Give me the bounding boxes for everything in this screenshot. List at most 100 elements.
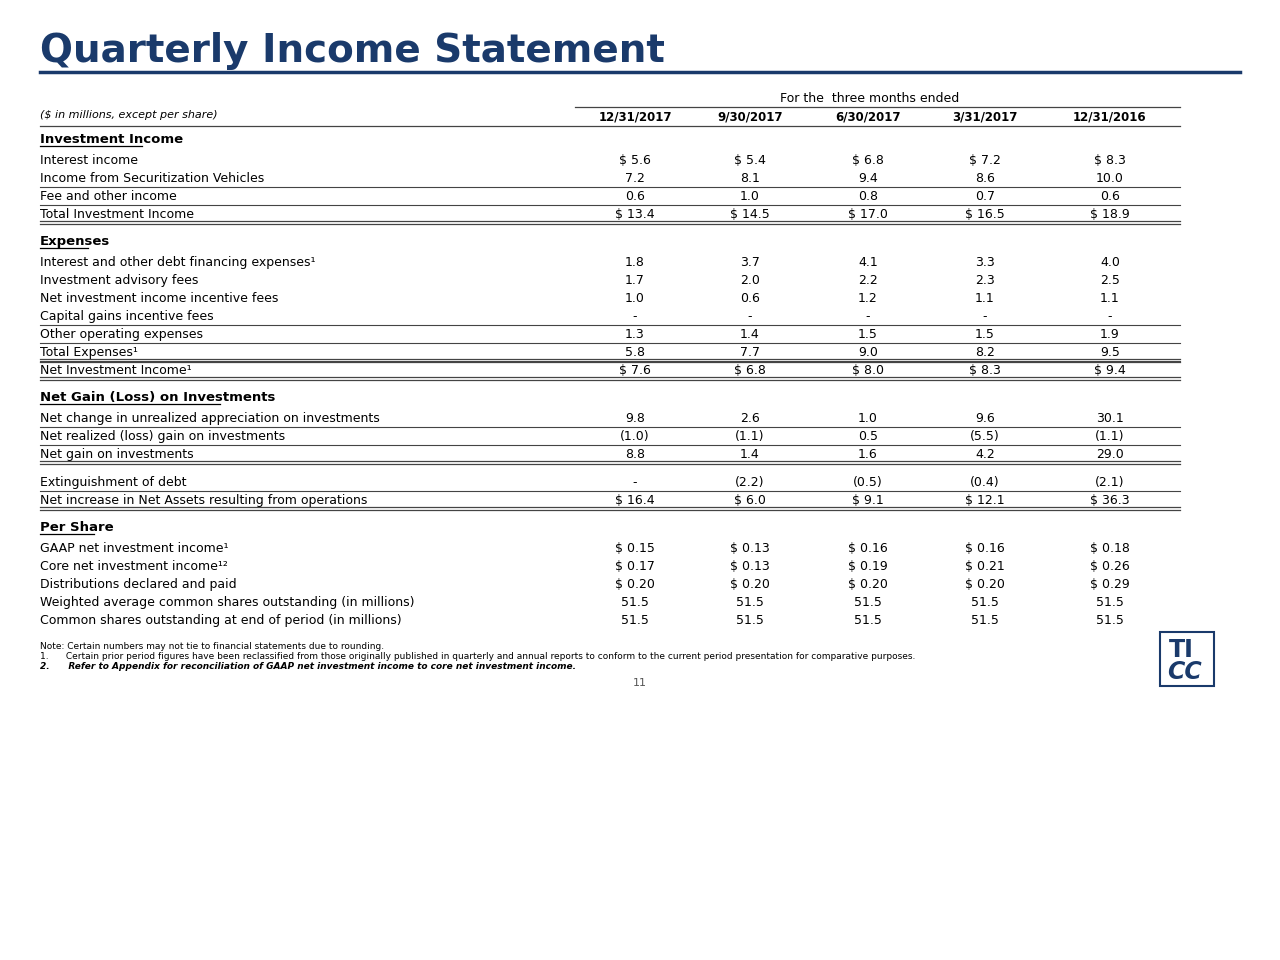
Text: 30.1: 30.1 (1096, 412, 1124, 425)
Text: TI: TI (1169, 638, 1194, 662)
Text: $ 36.3: $ 36.3 (1091, 494, 1130, 507)
Text: $ 0.21: $ 0.21 (965, 560, 1005, 573)
Text: Net change in unrealized appreciation on investments: Net change in unrealized appreciation on… (40, 412, 380, 425)
Text: 2.5: 2.5 (1100, 274, 1120, 287)
Text: $ 0.16: $ 0.16 (849, 542, 888, 555)
Text: $ 7.6: $ 7.6 (620, 364, 652, 377)
Text: Per Share: Per Share (40, 521, 114, 534)
Text: $ 0.18: $ 0.18 (1091, 542, 1130, 555)
Text: $ 6.8: $ 6.8 (852, 154, 884, 167)
Text: 8.6: 8.6 (975, 172, 995, 185)
Text: -: - (632, 476, 637, 489)
Text: (1.0): (1.0) (621, 430, 650, 443)
Text: $ 7.2: $ 7.2 (969, 154, 1001, 167)
Text: $ 0.19: $ 0.19 (849, 560, 888, 573)
Text: 1.4: 1.4 (740, 448, 760, 461)
Text: Extinguishment of debt: Extinguishment of debt (40, 476, 187, 489)
Text: 1.5: 1.5 (975, 328, 995, 341)
Text: Total Investment Income: Total Investment Income (40, 208, 195, 221)
Text: 7.7: 7.7 (740, 346, 760, 359)
Text: -: - (865, 310, 870, 323)
Text: Weighted average common shares outstanding (in millions): Weighted average common shares outstandi… (40, 596, 415, 609)
Text: $ 13.4: $ 13.4 (616, 208, 655, 221)
Text: 51.5: 51.5 (854, 614, 882, 627)
Text: (2.1): (2.1) (1096, 476, 1125, 489)
Text: 2.3: 2.3 (975, 274, 995, 287)
Text: (5.5): (5.5) (970, 430, 1000, 443)
Text: 0.5: 0.5 (858, 430, 878, 443)
Text: Net Investment Income¹: Net Investment Income¹ (40, 364, 192, 377)
Text: 4.0: 4.0 (1100, 256, 1120, 269)
Text: 51.5: 51.5 (621, 596, 649, 609)
Text: $ 8.3: $ 8.3 (1094, 154, 1126, 167)
Text: -: - (632, 310, 637, 323)
Text: 51.5: 51.5 (1096, 596, 1124, 609)
Text: Net realized (loss) gain on investments: Net realized (loss) gain on investments (40, 430, 285, 443)
Text: 3/31/2017: 3/31/2017 (952, 110, 1018, 123)
Text: 1.1: 1.1 (1100, 292, 1120, 305)
Text: ($ in millions, except per share): ($ in millions, except per share) (40, 110, 218, 120)
Text: Net Gain (Loss) on Investments: Net Gain (Loss) on Investments (40, 391, 275, 404)
Text: 8.1: 8.1 (740, 172, 760, 185)
Text: Interest income: Interest income (40, 154, 138, 167)
Text: 1.7: 1.7 (625, 274, 645, 287)
Text: 51.5: 51.5 (736, 614, 764, 627)
Text: 51.5: 51.5 (736, 596, 764, 609)
Text: 3.3: 3.3 (975, 256, 995, 269)
Text: 0.6: 0.6 (625, 190, 645, 203)
Text: $ 9.1: $ 9.1 (852, 494, 884, 507)
Text: (2.2): (2.2) (735, 476, 764, 489)
Text: $ 8.0: $ 8.0 (852, 364, 884, 377)
Text: 9.8: 9.8 (625, 412, 645, 425)
Text: $ 0.29: $ 0.29 (1091, 578, 1130, 591)
Text: 2.6: 2.6 (740, 412, 760, 425)
Text: For the  three months ended: For the three months ended (780, 92, 959, 105)
Text: 2.      Refer to Appendix for reconciliation of GAAP net investment income to co: 2. Refer to Appendix for reconciliation … (40, 662, 576, 671)
Text: Net investment income incentive fees: Net investment income incentive fees (40, 292, 278, 305)
Text: $ 0.13: $ 0.13 (730, 560, 769, 573)
Text: Net gain on investments: Net gain on investments (40, 448, 193, 461)
Text: CC: CC (1167, 660, 1202, 684)
Text: Capital gains incentive fees: Capital gains incentive fees (40, 310, 214, 323)
Text: $ 0.16: $ 0.16 (965, 542, 1005, 555)
Text: 1.9: 1.9 (1100, 328, 1120, 341)
Text: 12/31/2016: 12/31/2016 (1073, 110, 1147, 123)
Text: 1.0: 1.0 (740, 190, 760, 203)
Text: 9.6: 9.6 (975, 412, 995, 425)
Text: Investment advisory fees: Investment advisory fees (40, 274, 198, 287)
Text: GAAP net investment income¹: GAAP net investment income¹ (40, 542, 229, 555)
Text: Common shares outstanding at end of period (in millions): Common shares outstanding at end of peri… (40, 614, 402, 627)
Text: 1.0: 1.0 (625, 292, 645, 305)
Text: $ 0.20: $ 0.20 (730, 578, 771, 591)
Text: Quarterly Income Statement: Quarterly Income Statement (40, 32, 664, 70)
Text: 0.7: 0.7 (975, 190, 995, 203)
Text: 7.2: 7.2 (625, 172, 645, 185)
Text: $ 5.6: $ 5.6 (620, 154, 652, 167)
Text: 1.2: 1.2 (858, 292, 878, 305)
Text: 1.      Certain prior period figures have been reclassified from those originall: 1. Certain prior period figures have bee… (40, 652, 915, 661)
Text: Note: Certain numbers may not tie to financial statements due to rounding.: Note: Certain numbers may not tie to fin… (40, 642, 384, 651)
Text: Investment Income: Investment Income (40, 133, 183, 146)
Text: -: - (1107, 310, 1112, 323)
Text: $ 16.5: $ 16.5 (965, 208, 1005, 221)
Text: (1.1): (1.1) (1096, 430, 1125, 443)
Text: Expenses: Expenses (40, 235, 110, 248)
Text: 9.5: 9.5 (1100, 346, 1120, 359)
Text: 2.0: 2.0 (740, 274, 760, 287)
Text: 1.4: 1.4 (740, 328, 760, 341)
Text: 1.6: 1.6 (858, 448, 878, 461)
Text: Net increase in Net Assets resulting from operations: Net increase in Net Assets resulting fro… (40, 494, 367, 507)
Text: Total Expenses¹: Total Expenses¹ (40, 346, 138, 359)
Text: 8.8: 8.8 (625, 448, 645, 461)
Text: -: - (983, 310, 987, 323)
Text: 8.2: 8.2 (975, 346, 995, 359)
Text: (0.4): (0.4) (970, 476, 1000, 489)
Text: 11: 11 (634, 678, 646, 688)
Text: $ 8.3: $ 8.3 (969, 364, 1001, 377)
Text: $ 12.1: $ 12.1 (965, 494, 1005, 507)
Text: $ 9.4: $ 9.4 (1094, 364, 1126, 377)
Text: $ 16.4: $ 16.4 (616, 494, 655, 507)
Text: 51.5: 51.5 (972, 614, 998, 627)
Text: $ 0.15: $ 0.15 (616, 542, 655, 555)
Text: $ 0.17: $ 0.17 (616, 560, 655, 573)
